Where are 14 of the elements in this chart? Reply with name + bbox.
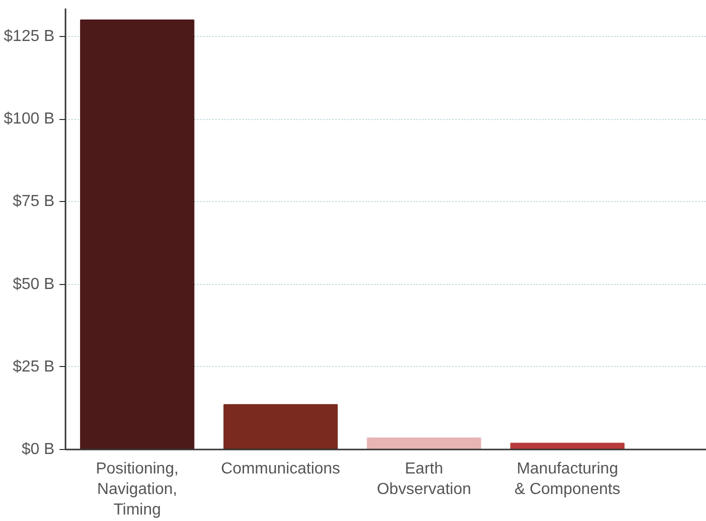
y-tick-label: $25 B <box>12 358 54 376</box>
x-tick-label: Positioning, Navigation, Timing <box>96 460 179 518</box>
x-tick-label: Communications <box>221 460 340 478</box>
y-tick-label: $125 B <box>4 28 55 46</box>
bar <box>223 404 338 450</box>
y-tick-label: $0 B <box>22 441 55 458</box>
x-tick-label: Manufacturing & Components <box>514 460 620 498</box>
x-tick-label: Earth Obvservation <box>376 460 472 498</box>
y-tick-label: $50 B <box>12 276 54 293</box>
bar <box>366 437 482 450</box>
y-tick-label: $75 B <box>12 193 54 210</box>
bar <box>80 20 194 450</box>
bar <box>510 442 625 450</box>
y-tick-label: $100 B <box>4 110 55 128</box>
